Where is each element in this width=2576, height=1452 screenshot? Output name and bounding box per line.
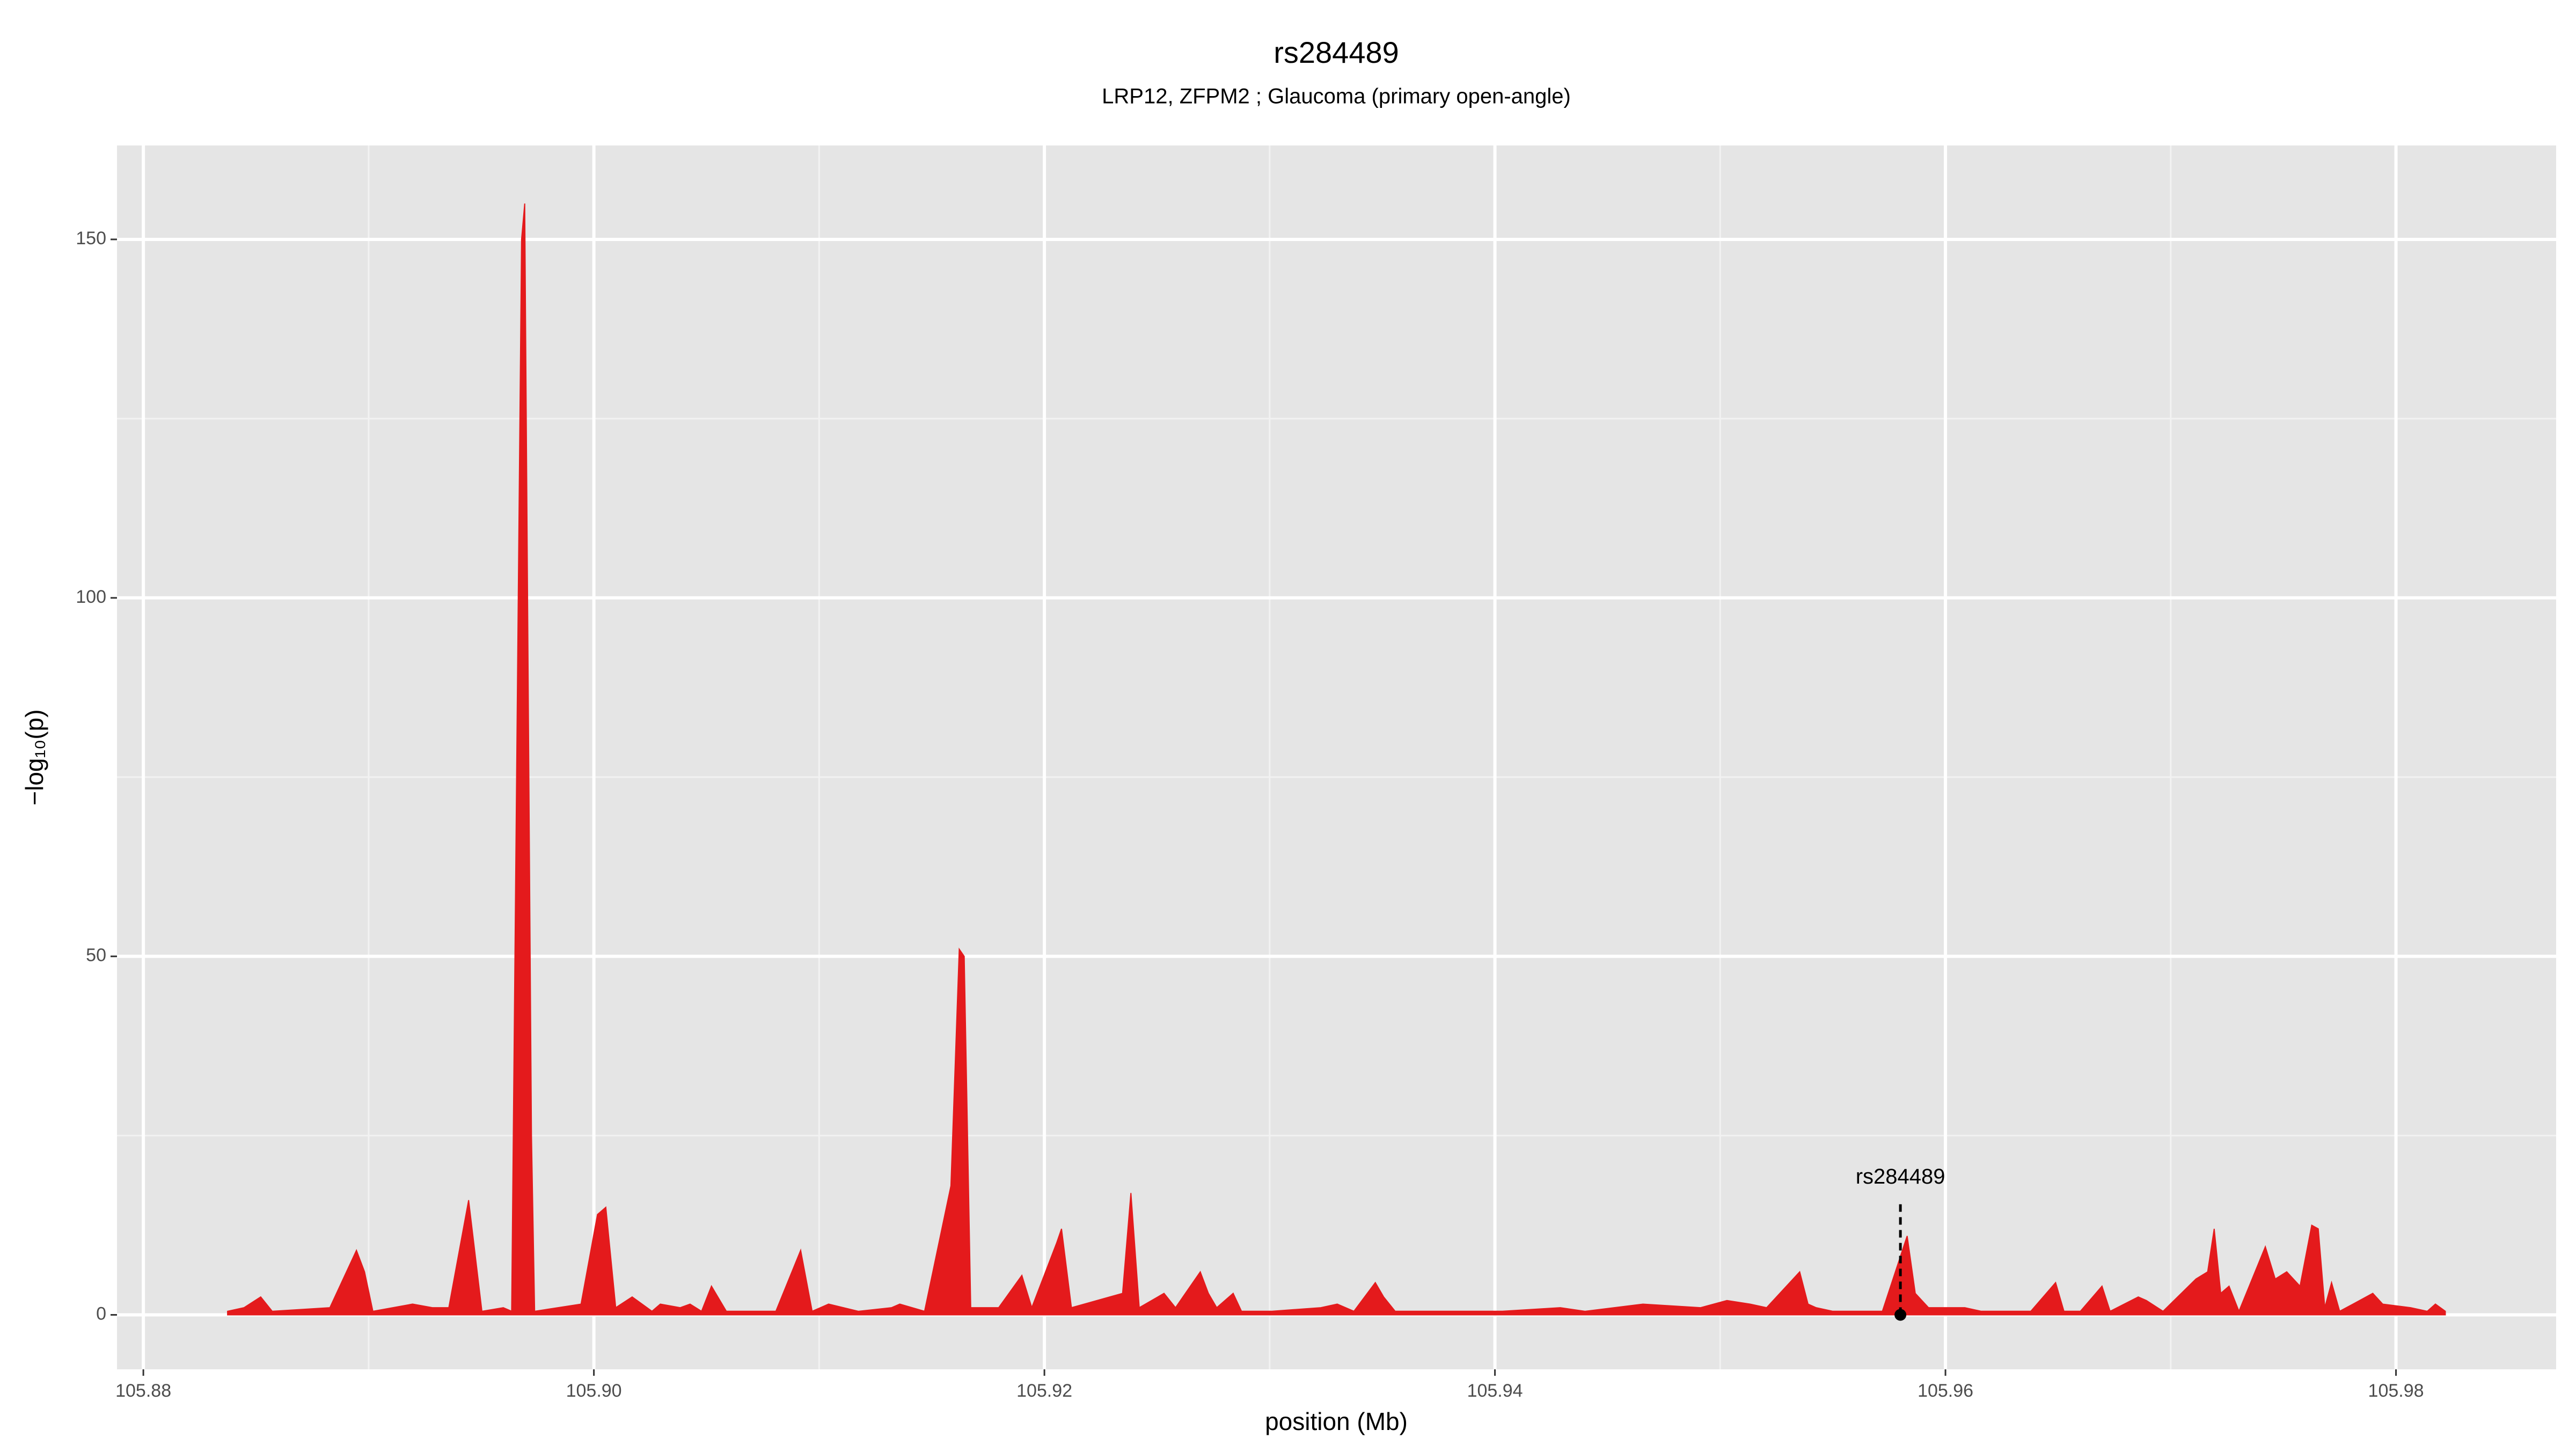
x-tick-label: 105.94: [1467, 1381, 1523, 1401]
annotation-point: [1894, 1309, 1907, 1321]
x-tick-label: 105.98: [2368, 1381, 2424, 1401]
chart-subtitle: LRP12, ZFPM2 ; Glaucoma (primary open-an…: [1102, 85, 1571, 108]
y-axis-title: −log₁₀(p): [20, 709, 48, 805]
area: [227, 203, 2446, 1316]
chart-title: rs284489: [1274, 35, 1399, 69]
marks: [227, 203, 2446, 1316]
y-tick-label: 150: [76, 228, 106, 249]
annotation-label: rs284489: [1856, 1165, 1945, 1188]
x-axis-title: position (Mb): [1265, 1407, 1408, 1435]
y-tick-label: 100: [76, 587, 106, 607]
x-tick-label: 105.96: [1918, 1381, 1973, 1401]
y-tick-label: 50: [86, 945, 106, 966]
x-tick-label: 105.92: [1016, 1381, 1072, 1401]
x-tick-label: 105.88: [115, 1381, 171, 1401]
x-tick-label: 105.90: [566, 1381, 622, 1401]
y-tick-label: 0: [96, 1303, 106, 1324]
plot-panel: [117, 145, 2556, 1369]
